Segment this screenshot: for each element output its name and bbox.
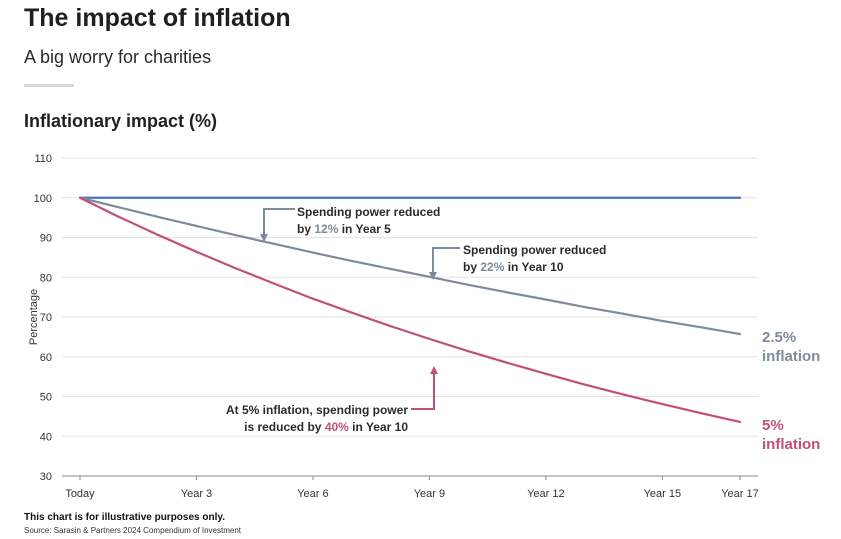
- data-point-inflation_2_5-4: [234, 234, 237, 237]
- series-label-inflation_2_5: 2.5% inflation: [762, 329, 820, 365]
- annotation-arrow-year10: [432, 247, 460, 274]
- disclaimer-note: This chart is for illustrative purposes …: [24, 512, 225, 523]
- data-point-inflation_5-12: [544, 372, 547, 375]
- data-point-inflation_2_5-8: [389, 267, 392, 271]
- data-point-inflation_5-16: [700, 412, 703, 415]
- data-point-inflation_5-0: [78, 196, 82, 199]
- y-tick-label-50: 50: [40, 392, 52, 404]
- data-point-inflation_5-15: [661, 402, 664, 406]
- annotation-arrowhead-year5: [260, 234, 268, 242]
- data-point-inflation_2_5-1: [117, 206, 120, 209]
- data-point-inflation_2_5-15: [661, 319, 664, 323]
- annotation-arrowhead-year10: [429, 272, 437, 280]
- page-title: The impact of inflation: [24, 4, 291, 32]
- data-point-inflation_5-1: [117, 215, 120, 218]
- data-point-inflation_5-4: [234, 267, 237, 270]
- x-tick-label-9: Year 9: [414, 488, 445, 500]
- y-tick-label-40: 40: [40, 431, 52, 443]
- y-tick-label-90: 90: [40, 233, 52, 245]
- data-point-inflation_2_5-12: [544, 298, 547, 301]
- y-tick-label-100: 100: [34, 193, 52, 205]
- page-subtitle: A big worry for charities: [24, 47, 212, 67]
- data-point-inflation_2_5-2: [156, 215, 159, 218]
- x-tick-label-0: Today: [65, 488, 95, 500]
- data-point-inflation_5-11: [505, 361, 509, 364]
- x-tick-label-17: Year 17: [721, 488, 759, 500]
- y-tick-label-110: 110: [34, 153, 52, 165]
- annotation-arrowhead-five: [430, 366, 438, 374]
- data-point-inflation_2_5-17: [738, 332, 742, 336]
- x-tick-label-12: Year 12: [527, 488, 565, 500]
- annotation-arrow-year5: [263, 208, 295, 236]
- series-label-inflation_5: 5% inflation: [762, 417, 820, 453]
- data-point-inflation_5-10: [467, 350, 470, 353]
- data-point-inflation_5-7: [350, 311, 353, 314]
- data-point-inflation_5-9: [428, 337, 431, 340]
- annotation-arrow-five: [411, 373, 435, 410]
- y-tick-label-60: 60: [40, 352, 52, 364]
- annotation-text-year5: Spending power reduced by 12% in Year 5: [297, 205, 440, 236]
- data-point-inflation_2_5-14: [622, 312, 625, 315]
- data-point-inflation_2_5-16: [700, 326, 703, 329]
- annotation-text-five: At 5% inflation, spending power is reduce…: [226, 403, 408, 434]
- data-point-inflation_2_5-13: [583, 305, 586, 309]
- data-point-inflation_5-14: [622, 393, 625, 396]
- data-point-inflation_2_5-6: [311, 251, 315, 254]
- x-tick-label-6: Year 6: [297, 488, 328, 500]
- series-line-inflation_2_5: [79, 196, 741, 336]
- y-tick-label-80: 80: [40, 272, 52, 284]
- series-line-inflation_5: [79, 196, 741, 424]
- y-axis-label: Percentage: [28, 289, 40, 345]
- data-point-inflation_5-2: [156, 233, 159, 236]
- data-point-inflation_2_5-5: [273, 242, 276, 245]
- data-point-inflation_5-17: [738, 420, 742, 424]
- data-point-inflation_5-8: [389, 325, 392, 328]
- data-point-inflation_2_5-11: [505, 291, 509, 294]
- chart-title: Inflationary impact (%): [24, 111, 218, 131]
- x-tick-label-15: Year 15: [644, 488, 682, 500]
- inflation-chart: 30 40 50 60 70 80 90 100 110 Today Year 3 Year 6 Yea…: [28, 153, 820, 500]
- y-tick-label-70: 70: [40, 312, 52, 324]
- data-point-inflation_2_5-7: [350, 259, 353, 263]
- data-point-inflation_5-6: [311, 297, 315, 300]
- data-point-inflation_5-3: [195, 250, 198, 253]
- data-point-baseline-17: [738, 196, 742, 199]
- data-point-inflation_2_5-3: [195, 224, 198, 228]
- source-note: Source: Sarasin & Partners 2024 Compendi…: [24, 526, 241, 535]
- data-point-inflation_2_5-10: [467, 283, 470, 286]
- data-point-inflation_2_5-9: [428, 275, 431, 278]
- y-tick-label-30: 30: [40, 471, 52, 483]
- annotation-text-year10: Spending power reduced by 22% in Year 10: [463, 243, 606, 274]
- title-divider: [24, 84, 74, 87]
- x-tick-label-3: Year 3: [181, 488, 212, 500]
- data-point-inflation_5-13: [583, 383, 586, 386]
- data-point-inflation_5-5: [273, 282, 276, 285]
